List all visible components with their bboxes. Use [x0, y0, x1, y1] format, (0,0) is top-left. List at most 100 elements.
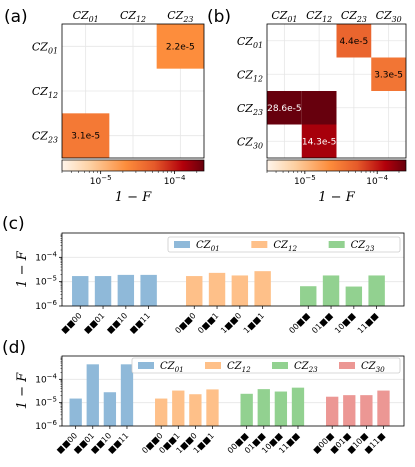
bar: [368, 275, 385, 306]
bar-y-tick-label: 10−4: [35, 372, 57, 385]
bar: [103, 392, 117, 426]
legend-swatch: [174, 241, 190, 248]
heatmap-cell: [371, 57, 406, 91]
heatmap-column-label: CZ30: [376, 9, 402, 24]
bar-tick-label: ■■11: [128, 311, 152, 335]
panel-label: (b): [207, 7, 231, 27]
bar: [343, 395, 356, 426]
bar: [172, 390, 185, 426]
bar: [72, 276, 89, 306]
bar: [208, 272, 226, 306]
bar-tick-label: 10■■: [333, 311, 357, 335]
colorbar-tick-label: 10−4: [164, 174, 186, 187]
bar: [155, 398, 168, 426]
colorbar: [266, 159, 407, 172]
heatmap-frame: [61, 23, 205, 159]
legend-label: CZ01: [160, 361, 184, 374]
bar: [69, 398, 82, 426]
legend-swatch: [339, 362, 355, 369]
heatmap-row-label: CZ30: [237, 135, 263, 150]
legend-box: [167, 236, 401, 253]
bar-tick-label: ■■10: [105, 311, 129, 335]
bar-y-tick-label: 10−6: [35, 299, 57, 312]
bar: [231, 275, 249, 306]
heatmap-cell-label: 3.3e-5: [374, 70, 403, 80]
bar-y-tick-label: 10−5: [35, 396, 57, 409]
bar-tick-label: 00■■: [287, 311, 311, 335]
legend-swatch: [205, 362, 221, 369]
bar-tick-label: ■■00: [59, 311, 83, 335]
bar: [254, 271, 271, 306]
legend-swatch: [138, 362, 154, 369]
heatmap-row-label: CZ12: [32, 85, 58, 100]
heatmap-cell: [336, 24, 372, 58]
bar: [94, 276, 112, 306]
heatmap-column-label: CZ12: [120, 9, 146, 24]
heatmap-cell-label: 3.1e-5: [71, 132, 100, 142]
heatmap-cell: [267, 91, 302, 125]
bar-tick-label: 0■■0: [173, 311, 197, 335]
heatmap-column-label: CZ12: [306, 9, 332, 24]
legend-label: CZ12: [273, 240, 297, 253]
heatmap-column-label: CZ23: [167, 9, 193, 24]
heatmap-cell: [62, 113, 110, 158]
legend-swatch: [251, 241, 268, 248]
heatmap-cell: [156, 24, 204, 69]
legend-label: CZ23: [294, 361, 318, 374]
heatmap-cell-label: 28.6e-5: [267, 104, 302, 114]
bar-tick-label: 0■■1: [196, 311, 220, 335]
heatmap-frame: [266, 23, 407, 159]
bar: [322, 275, 340, 306]
bar: [117, 274, 135, 306]
bar: [240, 393, 253, 426]
bar: [345, 286, 363, 306]
colorbar-label: 1 − F: [115, 190, 152, 205]
bar-y-label: 1 − F: [15, 372, 30, 409]
bar-tick-label: ■■01: [82, 311, 106, 335]
colorbar: [61, 159, 205, 172]
heatmap-column-label: CZ23: [341, 9, 367, 24]
bar-y-tick-label: 10−5: [35, 275, 57, 288]
colorbar-tick-label: 10−4: [366, 174, 388, 187]
bar: [300, 286, 317, 306]
legend-label: CZ12: [227, 361, 251, 374]
heatmap-cell: [301, 124, 337, 158]
legend-label: CZ30: [361, 361, 385, 374]
legend-label: CZ23: [351, 240, 375, 253]
legend-box: [131, 357, 401, 374]
bar: [274, 391, 288, 426]
colorbar-tick-label: 10−5: [294, 174, 316, 187]
bar-y-tick-label: 10−4: [35, 250, 57, 263]
heatmap-cell-label: 14.3e-5: [302, 137, 337, 147]
legend-label: CZ01: [196, 240, 220, 253]
heatmap-row-label: CZ12: [237, 68, 263, 83]
colorbar-label: 1 − F: [318, 190, 355, 205]
panel-label: (d): [2, 338, 26, 358]
bar-tick-label: 1■■1: [242, 311, 266, 335]
heatmap-cell-label: 2.2e-5: [166, 42, 195, 52]
bar: [86, 364, 99, 426]
heatmap-column-label: CZ01: [271, 9, 297, 24]
heatmap-cell-label: 4.4e-5: [339, 37, 368, 47]
bar-tick-label: 01■■: [310, 311, 334, 335]
bar-axes-frame: [61, 355, 405, 427]
bar: [257, 389, 270, 426]
legend-swatch: [328, 241, 345, 248]
bar: [326, 396, 339, 426]
panel-label: (a): [4, 7, 28, 27]
heatmap-row-label: CZ01: [32, 40, 58, 55]
bar: [206, 389, 219, 426]
heatmap-row-label: CZ01: [237, 35, 263, 50]
bar: [140, 274, 157, 306]
bar: [120, 364, 134, 426]
bar-axes-frame: [61, 232, 405, 307]
bar: [377, 390, 390, 426]
bar-tick-label: 1■■0: [219, 311, 243, 335]
heatmap-row-label: CZ23: [237, 102, 263, 117]
bar-y-tick-label: 10−6: [35, 419, 57, 432]
legend-swatch: [272, 362, 288, 369]
bar-y-label: 1 − F: [15, 250, 30, 287]
bar: [186, 276, 203, 306]
bar: [189, 394, 202, 426]
